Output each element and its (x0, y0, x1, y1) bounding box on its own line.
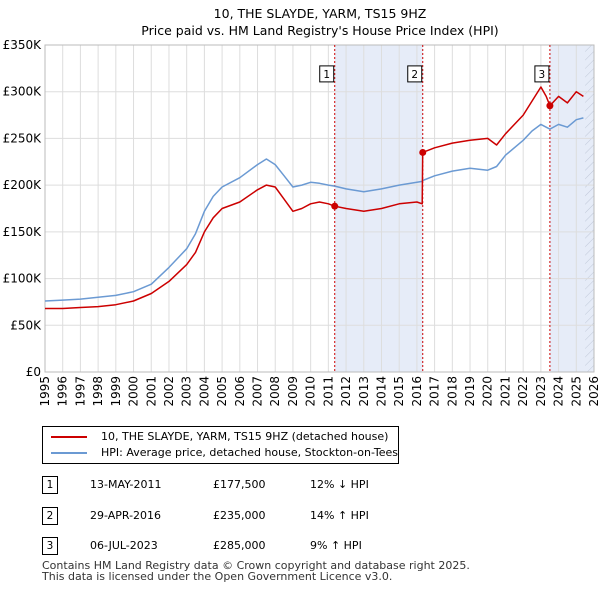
x-tick-label: 2018 (445, 376, 459, 407)
x-tick-label: 1995 (38, 376, 52, 407)
transaction-point-3 (546, 102, 554, 110)
footer: Contains HM Land Registry data © Crown c… (42, 560, 470, 582)
transaction-price: £177,500 (213, 478, 266, 491)
transaction-box-2 (407, 65, 423, 83)
footer-line-2: This data is licensed under the Open Gov… (42, 570, 393, 583)
legend-label-property: 10, THE SLAYDE, YARM, TS15 9HZ (detached… (101, 430, 389, 443)
x-tick-label: 2003 (180, 376, 194, 407)
transaction-box-label: 1 (323, 69, 330, 81)
x-tick-label: 2014 (374, 376, 388, 407)
y-tick-label: £100K (3, 272, 43, 286)
x-tick-label: 2010 (304, 376, 318, 407)
transaction-box-label: 3 (539, 69, 546, 81)
x-tick-label: 2011 (321, 376, 335, 407)
y-tick-label: £150K (3, 225, 43, 239)
x-tick-label: 2005 (215, 376, 229, 407)
transaction-box-label: 2 (411, 69, 418, 81)
y-tick-label: £250K (3, 131, 43, 145)
transaction-point-2 (419, 148, 427, 156)
x-tick-label: 2006 (233, 376, 247, 407)
x-tick-label: 2007 (251, 376, 265, 407)
x-tick-label: 2025 (569, 376, 583, 407)
legend: 10, THE SLAYDE, YARM, TS15 9HZ (detached… (42, 426, 399, 464)
x-tick-label: 2001 (144, 376, 158, 407)
y-tick-label: £200K (3, 178, 43, 192)
x-tick-label: 2023 (534, 376, 548, 407)
transaction-hpi: 12% ↓ HPI (310, 478, 369, 491)
x-tick-label: 1999 (109, 376, 123, 407)
transaction-number: 1 (42, 476, 58, 494)
transaction-date: 06-JUL-2023 (90, 539, 158, 552)
x-tick-label: 2021 (498, 376, 512, 407)
x-tick-label: 2000 (127, 376, 141, 407)
y-tick-label: £300K (3, 85, 43, 99)
transaction-price: £235,000 (213, 509, 266, 522)
plot-background (45, 45, 594, 372)
transaction-date: 29-APR-2016 (90, 509, 162, 522)
x-tick-label: 2026 (587, 376, 600, 407)
hpi-series-line (44, 117, 584, 302)
x-tick-label: 2024 (552, 376, 566, 407)
legend-swatch-hpi (51, 452, 87, 454)
x-tick-label: 2008 (268, 376, 282, 407)
legend-swatch-property (51, 436, 87, 438)
transaction-number: 3 (42, 537, 58, 555)
y-tick-label: £0 (26, 365, 41, 379)
x-tick-label: 1998 (91, 376, 105, 407)
plot-border (44, 44, 595, 373)
transaction-price: £285,000 (213, 539, 266, 552)
x-tick-label: 2019 (463, 376, 477, 407)
transaction-date: 13-MAY-2011 (90, 478, 162, 491)
x-tick-label: 2016 (410, 376, 424, 407)
x-tick-label: 2020 (481, 376, 495, 407)
x-tick-label: 2015 (392, 376, 406, 407)
x-tick-label: 2017 (428, 376, 442, 407)
transaction-number: 2 (42, 507, 58, 525)
x-tick-label: 1997 (73, 376, 87, 407)
chart-subtitle: Price paid vs. HM Land Registry's House … (141, 23, 498, 38)
x-tick-label: 2012 (339, 376, 353, 407)
transaction-point-1 (331, 202, 339, 210)
future-hatch (585, 45, 594, 372)
y-tick-label: £50K (10, 318, 42, 332)
x-tick-label: 1996 (56, 376, 70, 407)
x-tick-label: 2002 (162, 376, 176, 407)
transaction-hpi: 14% ↑ HPI (310, 509, 369, 522)
transaction-box-1 (319, 65, 335, 83)
transaction-box-3 (534, 65, 550, 83)
x-tick-label: 2009 (286, 376, 300, 407)
x-tick-label: 2022 (516, 376, 530, 407)
transaction-hpi: 9% ↑ HPI (310, 539, 362, 552)
footer-line-1: Contains HM Land Registry data © Crown c… (42, 559, 470, 572)
x-tick-label: 2013 (357, 376, 371, 407)
chart-title: 10, THE SLAYDE, YARM, TS15 9HZ (214, 6, 427, 21)
legend-label-hpi: HPI: Average price, detached house, Stoc… (101, 446, 399, 459)
y-tick-label: £350K (3, 38, 43, 52)
x-tick-label: 2004 (197, 376, 211, 407)
